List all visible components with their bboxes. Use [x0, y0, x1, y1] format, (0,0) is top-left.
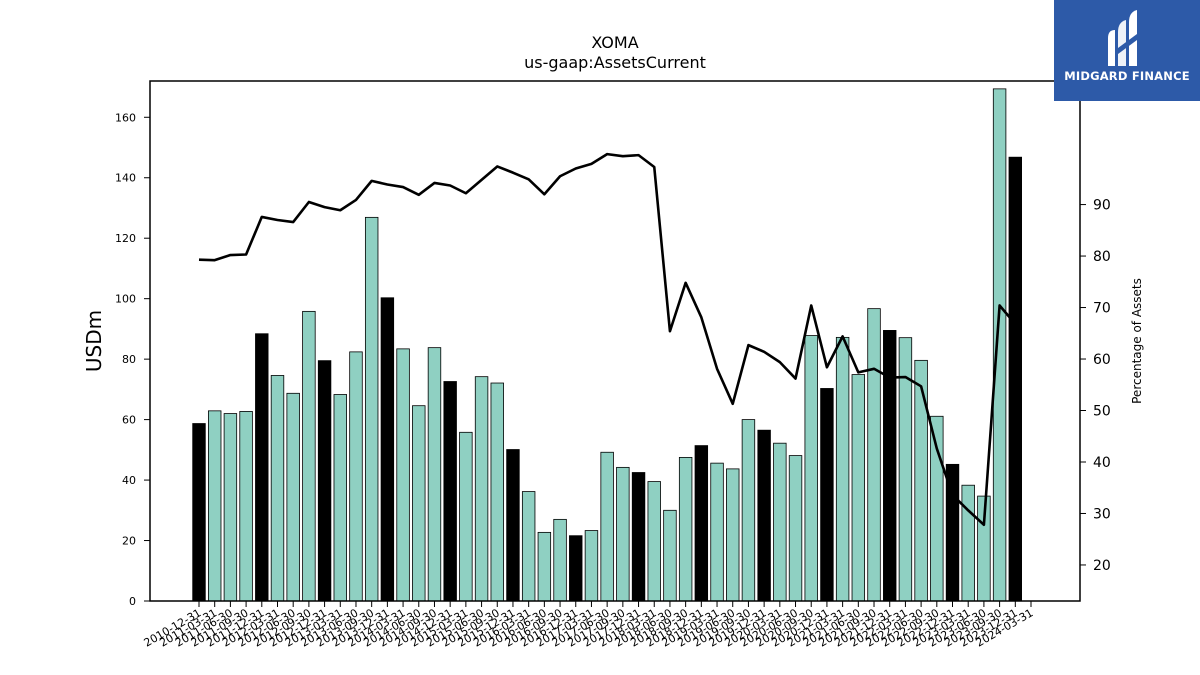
- bar: [663, 509, 677, 602]
- bar: [773, 442, 787, 602]
- bar: [270, 375, 285, 602]
- bar: [521, 491, 536, 602]
- bar: [914, 359, 928, 602]
- y2-tick-label: 40: [1093, 455, 1111, 471]
- bar: [207, 410, 222, 602]
- y2-tick-label: 50: [1093, 404, 1111, 420]
- y2-tick-label: 80: [1093, 249, 1111, 265]
- bar: [1008, 156, 1023, 602]
- bar: [883, 330, 897, 602]
- y-tick-label: 80: [122, 353, 136, 366]
- y2-axis-label: Percentage of Assets: [1130, 278, 1144, 404]
- bar: [616, 466, 630, 602]
- percentage-line: [198, 152, 1017, 527]
- bar: [710, 462, 724, 602]
- bar: [584, 530, 599, 602]
- bar: [302, 310, 316, 602]
- y2-tick-label: 20: [1093, 558, 1111, 574]
- y-tick-label: 140: [115, 172, 136, 185]
- bar: [537, 531, 552, 602]
- bar: [820, 388, 834, 602]
- bar: [192, 423, 206, 602]
- bar: [490, 382, 504, 602]
- bar: [647, 481, 661, 602]
- y-tick-label: 60: [122, 414, 136, 427]
- bar: [851, 374, 866, 602]
- y-tick-label: 40: [122, 474, 136, 487]
- midgard-finance-logo: MIDGARD FINANCE: [1054, 0, 1200, 101]
- plot-frame: [149, 80, 1081, 602]
- bar: [726, 468, 740, 602]
- left-axis: 0 20 40 60 80 100 120 140 160: [115, 111, 150, 608]
- y-tick-label: 160: [115, 111, 136, 124]
- chart-subtitle: us-gaap:AssetsCurrent: [524, 53, 706, 72]
- bar: [333, 394, 347, 602]
- bar: [757, 429, 771, 602]
- bar: [459, 431, 473, 602]
- line-series: [198, 152, 1017, 527]
- bar: [600, 451, 614, 602]
- x-axis: 2010-12-312011-03-312011-06-302011-09-30…: [142, 601, 1036, 650]
- bar: [317, 360, 332, 602]
- bar: [788, 455, 803, 602]
- bar: [804, 335, 818, 602]
- y2-tick-label: 30: [1093, 506, 1111, 522]
- bar-series: [192, 88, 1023, 602]
- bar: [835, 336, 850, 602]
- chart-title: XOMA: [591, 33, 638, 52]
- bar: [569, 535, 583, 602]
- bar: [349, 351, 363, 602]
- y-axis-label: USDm: [82, 310, 106, 372]
- y2-tick-label: 60: [1093, 352, 1111, 368]
- bar: [553, 518, 567, 602]
- bar: [631, 472, 646, 602]
- y-tick-label: 100: [115, 293, 136, 306]
- bar: [867, 308, 881, 602]
- y2-tick-label: 90: [1093, 198, 1111, 214]
- bar: [741, 419, 756, 602]
- bar: [286, 392, 300, 602]
- logo-mark-icon: [1108, 10, 1137, 66]
- bar: [239, 411, 253, 602]
- bar: [364, 216, 379, 602]
- bar: [694, 445, 709, 602]
- right-axis: 20 30 40 50 60 70 80 90: [1080, 198, 1111, 574]
- y-tick-label: 0: [129, 595, 136, 608]
- bar: [443, 381, 457, 602]
- y-tick-label: 120: [115, 232, 136, 245]
- bar: [678, 456, 693, 602]
- bar: [255, 333, 269, 602]
- bar: [396, 348, 410, 602]
- bar: [961, 484, 975, 602]
- y-tick-label: 20: [122, 535, 136, 548]
- y2-tick-label: 70: [1093, 301, 1111, 317]
- logo-text: MIDGARD FINANCE: [1064, 69, 1190, 83]
- bar: [474, 376, 489, 602]
- bar: [506, 449, 520, 602]
- bar: [412, 405, 426, 602]
- bar: [380, 297, 395, 602]
- bar: [427, 347, 442, 602]
- bar: [992, 88, 1007, 602]
- bar: [223, 413, 238, 602]
